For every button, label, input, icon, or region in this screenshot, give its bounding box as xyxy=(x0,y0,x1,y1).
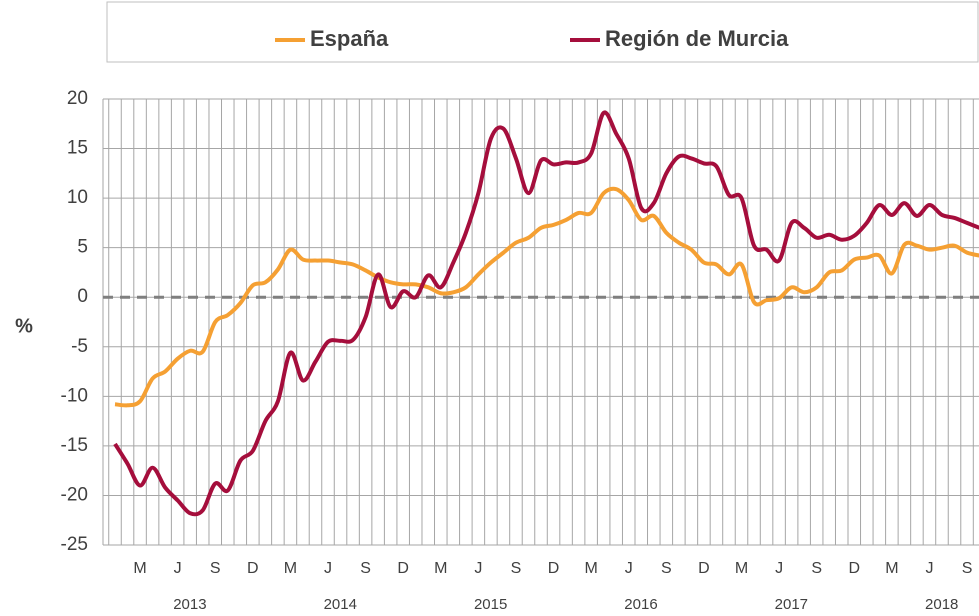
y-tick-label: 20 xyxy=(67,88,88,109)
y-tick-label: -5 xyxy=(71,336,88,357)
y-tick-label: 5 xyxy=(77,237,88,258)
x-tick-label: S xyxy=(811,560,822,577)
x-tick-label: D xyxy=(247,560,259,577)
x-tick-label: D xyxy=(848,560,860,577)
x-tick-label: J xyxy=(174,560,182,577)
y-tick-label: 15 xyxy=(67,138,88,159)
legend-label: Región de Murcia xyxy=(605,26,789,51)
x-tick-label: S xyxy=(511,560,522,577)
x-tick-label: M xyxy=(885,560,898,577)
x-tick-label: D xyxy=(548,560,560,577)
y-tick-label: 0 xyxy=(77,286,88,307)
year-label: 2015 xyxy=(474,596,507,613)
x-tick-label: J xyxy=(625,560,633,577)
y-tick-label: -20 xyxy=(61,484,88,505)
x-tick-label: D xyxy=(397,560,409,577)
series-line xyxy=(114,186,979,408)
legend-label: España xyxy=(310,26,389,51)
year-label: 2016 xyxy=(624,596,657,613)
x-tick-label: S xyxy=(210,560,221,577)
year-label: 2017 xyxy=(775,596,808,613)
series-line xyxy=(113,110,979,517)
x-tick-label: D xyxy=(698,560,710,577)
x-tick-label: S xyxy=(360,560,371,577)
x-tick-label: M xyxy=(284,560,297,577)
y-tick-label: -10 xyxy=(61,385,88,406)
year-label: 2018 xyxy=(925,596,958,613)
x-tick-label: J xyxy=(324,560,332,577)
y-axis-label: % xyxy=(15,315,33,337)
y-tick-label: -15 xyxy=(61,435,88,456)
year-label: 2013 xyxy=(173,596,206,613)
x-tick-label: J xyxy=(474,560,482,577)
x-tick-label: M xyxy=(584,560,597,577)
x-tick-label: S xyxy=(962,560,973,577)
x-tick-label: M xyxy=(133,560,146,577)
y-tick-label: 10 xyxy=(67,187,88,208)
x-tick-label: S xyxy=(661,560,672,577)
y-tick-label: -25 xyxy=(61,534,88,555)
legend-box xyxy=(106,1,979,63)
x-tick-label: J xyxy=(775,560,783,577)
x-tick-label: M xyxy=(735,560,748,577)
x-tick-label: J xyxy=(925,560,933,577)
year-label: 2014 xyxy=(324,596,357,613)
x-tick-label: M xyxy=(434,560,447,577)
